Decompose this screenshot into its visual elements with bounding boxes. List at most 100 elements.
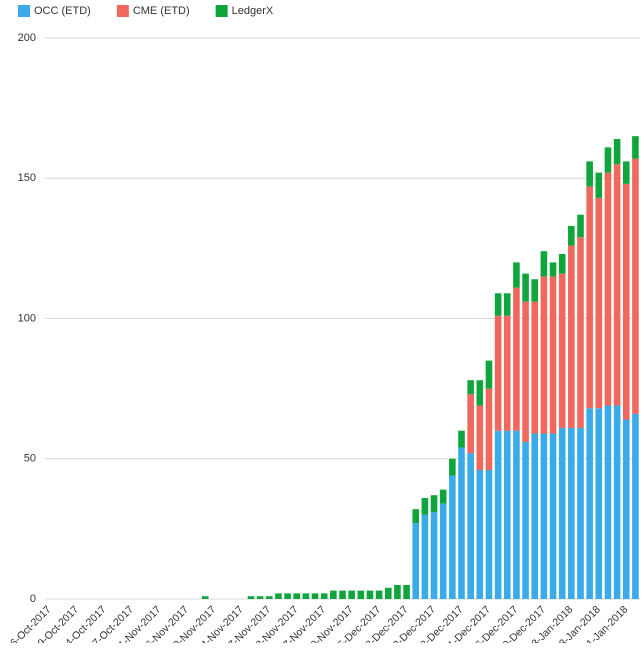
bar-segment (632, 413, 639, 599)
bar-segment (522, 273, 529, 302)
bar-segment (540, 433, 548, 599)
bar-segment (586, 186, 593, 409)
bar-segment (275, 593, 282, 599)
bar-segment (467, 394, 474, 454)
bar-segment (284, 593, 291, 599)
legend-swatch (116, 5, 129, 17)
bar-segment (412, 523, 420, 599)
y-tick-label: 200 (18, 32, 36, 44)
bar-segment (476, 405, 484, 470)
bar-segment (558, 427, 566, 599)
y-tick-label: 100 (18, 312, 36, 324)
bar-segment (540, 251, 548, 277)
bar-segment (577, 427, 584, 599)
bar-segment (256, 596, 264, 599)
bar-segment (494, 315, 502, 431)
bar-segment (293, 593, 301, 599)
bar-segment (412, 509, 420, 524)
y-tick-label: 0 (30, 593, 36, 605)
bar-segment (595, 197, 603, 409)
legend-swatch (18, 5, 30, 17)
bar-segment (394, 584, 401, 599)
bar-segment (549, 433, 557, 599)
bar-segment (458, 447, 465, 599)
bar-segment (339, 590, 346, 599)
bar-segment (330, 590, 337, 599)
bar-segment (430, 495, 438, 513)
bar-segment (485, 388, 493, 470)
bar-segment (513, 287, 520, 431)
bar-segment (613, 138, 621, 165)
bar-segment (522, 301, 529, 442)
bar-segment (439, 489, 447, 504)
bar-segment (622, 419, 630, 599)
bar-segment (348, 590, 355, 599)
bar-segment (568, 245, 575, 428)
bar-segment (558, 253, 566, 274)
bar-segment (595, 408, 603, 599)
bar-segment (568, 225, 575, 246)
bar-segment (430, 512, 438, 599)
bar-segment (439, 503, 447, 599)
bar-segment (513, 430, 520, 599)
bar-segment (586, 408, 593, 599)
bar-segment (201, 596, 209, 599)
bar-segment (558, 273, 566, 428)
bar-segment (485, 469, 493, 599)
bar-segment (467, 453, 474, 599)
bar-segment (449, 458, 456, 476)
bar-segment (384, 587, 392, 599)
bar-segment (613, 164, 621, 406)
bar-segment (311, 593, 319, 599)
bar-segment (595, 172, 603, 198)
bar-segment (265, 596, 273, 599)
bar-segment (604, 172, 612, 406)
legend-label: LedgerX (232, 5, 274, 17)
legend-label: OCC (ETD) (34, 5, 91, 17)
bar-segment (503, 293, 511, 316)
bar-segment (513, 262, 520, 288)
legend-label: CME (ETD) (133, 5, 190, 17)
bar-segment (494, 293, 502, 316)
bar-segment (586, 161, 593, 187)
bar-segment (494, 430, 502, 599)
bar-segment (476, 469, 484, 599)
bar-segment (375, 590, 383, 599)
bar-segment (531, 301, 539, 434)
bar-segment (568, 427, 575, 599)
bar-segment (577, 214, 584, 238)
bar-segment (449, 475, 456, 599)
bar-segment (421, 498, 429, 515)
bar-segment (421, 514, 429, 599)
bar-segment (531, 433, 539, 599)
bar-segment (320, 593, 328, 599)
bar-segment (485, 360, 493, 389)
bar-segment (403, 584, 410, 599)
bar-segment (549, 276, 557, 434)
bar-segment (467, 380, 474, 395)
legend-swatch (215, 5, 228, 17)
bar-segment (540, 276, 548, 434)
y-tick-label: 50 (24, 453, 36, 465)
bar-segment (503, 315, 511, 431)
bar-segment (458, 430, 465, 448)
y-tick-label: 150 (18, 172, 36, 184)
bar-segment (632, 136, 639, 159)
bar-segment (366, 590, 374, 599)
bar-segment (604, 147, 612, 173)
bar-segment (632, 158, 639, 414)
bar-segment (577, 237, 584, 428)
bar-segment (302, 593, 310, 599)
bar-segment (622, 183, 630, 420)
bar-segment (476, 380, 484, 406)
bar-segment (613, 405, 621, 599)
bar-segment (357, 590, 365, 599)
bar-segment (622, 161, 630, 184)
bar-segment (604, 405, 612, 599)
bar-segment (247, 596, 255, 599)
bar-segment (522, 441, 529, 599)
bar-segment (503, 430, 511, 599)
bar-segment (549, 262, 557, 277)
bar-segment (531, 279, 539, 302)
